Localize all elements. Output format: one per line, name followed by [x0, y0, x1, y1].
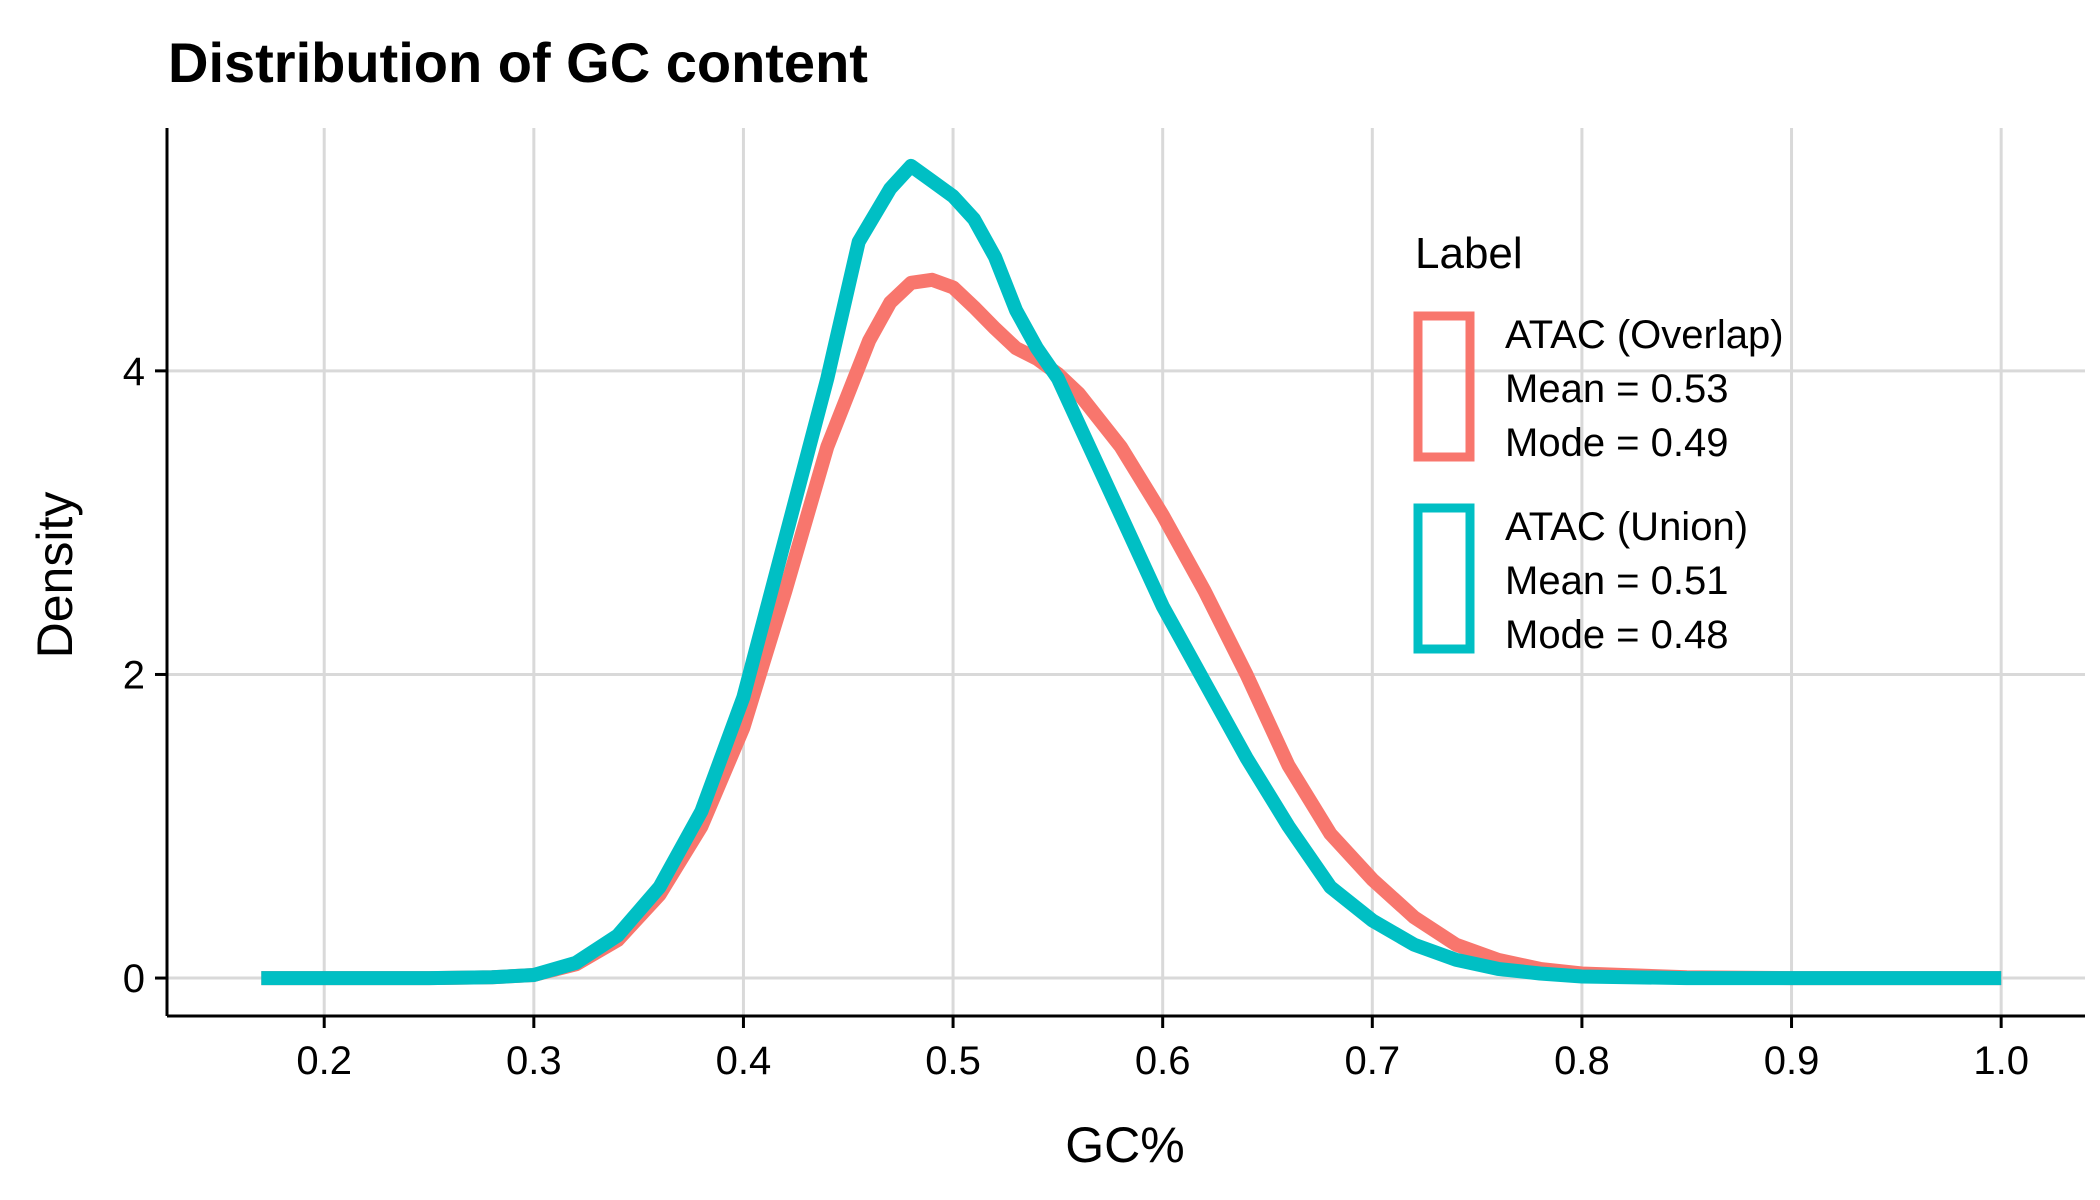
x-tick-label: 0.4 — [716, 1039, 772, 1083]
x-axis-ticks: 0.2 0.3 0.4 0.5 0.6 0.7 0.8 0.9 1.0 — [296, 1016, 2029, 1083]
x-tick-label: 0.6 — [1135, 1039, 1191, 1083]
legend-label: Mean = 0.53 — [1505, 367, 1729, 411]
gridlines — [167, 128, 2085, 1016]
series-line-overlap — [261, 272, 2002, 986]
x-tick-label: 0.8 — [1554, 1039, 1610, 1083]
legend-label: Mean = 0.51 — [1505, 559, 1729, 603]
y-tick-label: 4 — [123, 350, 145, 394]
chart-title: Distribution of GC content — [168, 31, 868, 94]
series-lines — [261, 158, 2002, 986]
legend-label: Mode = 0.48 — [1505, 613, 1729, 657]
legend-key-overlap — [1413, 311, 1475, 462]
x-tick-label: 0.3 — [506, 1039, 562, 1083]
x-tick-label: 0.2 — [296, 1039, 352, 1083]
y-axis-ticks: 0 2 4 — [123, 350, 167, 1001]
x-tick-label: 0.7 — [1344, 1039, 1400, 1083]
y-axis-title: Density — [27, 492, 83, 659]
legend-label: Mode = 0.49 — [1505, 421, 1729, 465]
legend-label: ATAC (Overlap) — [1505, 313, 1784, 357]
legend-key-union — [1413, 503, 1475, 654]
legend: Label ATAC (Overlap) Mean = 0.53 Mode = 0.… — [1413, 229, 1784, 657]
x-tick-label: 0.9 — [1764, 1039, 1820, 1083]
legend-label: ATAC (Union) — [1505, 505, 1748, 549]
x-tick-label: 0.5 — [925, 1039, 981, 1083]
x-axis-title: GC% — [1065, 1117, 1184, 1173]
series-line-union — [261, 158, 2002, 986]
legend-title: Label — [1415, 229, 1523, 278]
x-tick-label: 1.0 — [1973, 1039, 2029, 1083]
y-tick-label: 0 — [123, 957, 145, 1001]
y-tick-label: 2 — [123, 653, 145, 697]
